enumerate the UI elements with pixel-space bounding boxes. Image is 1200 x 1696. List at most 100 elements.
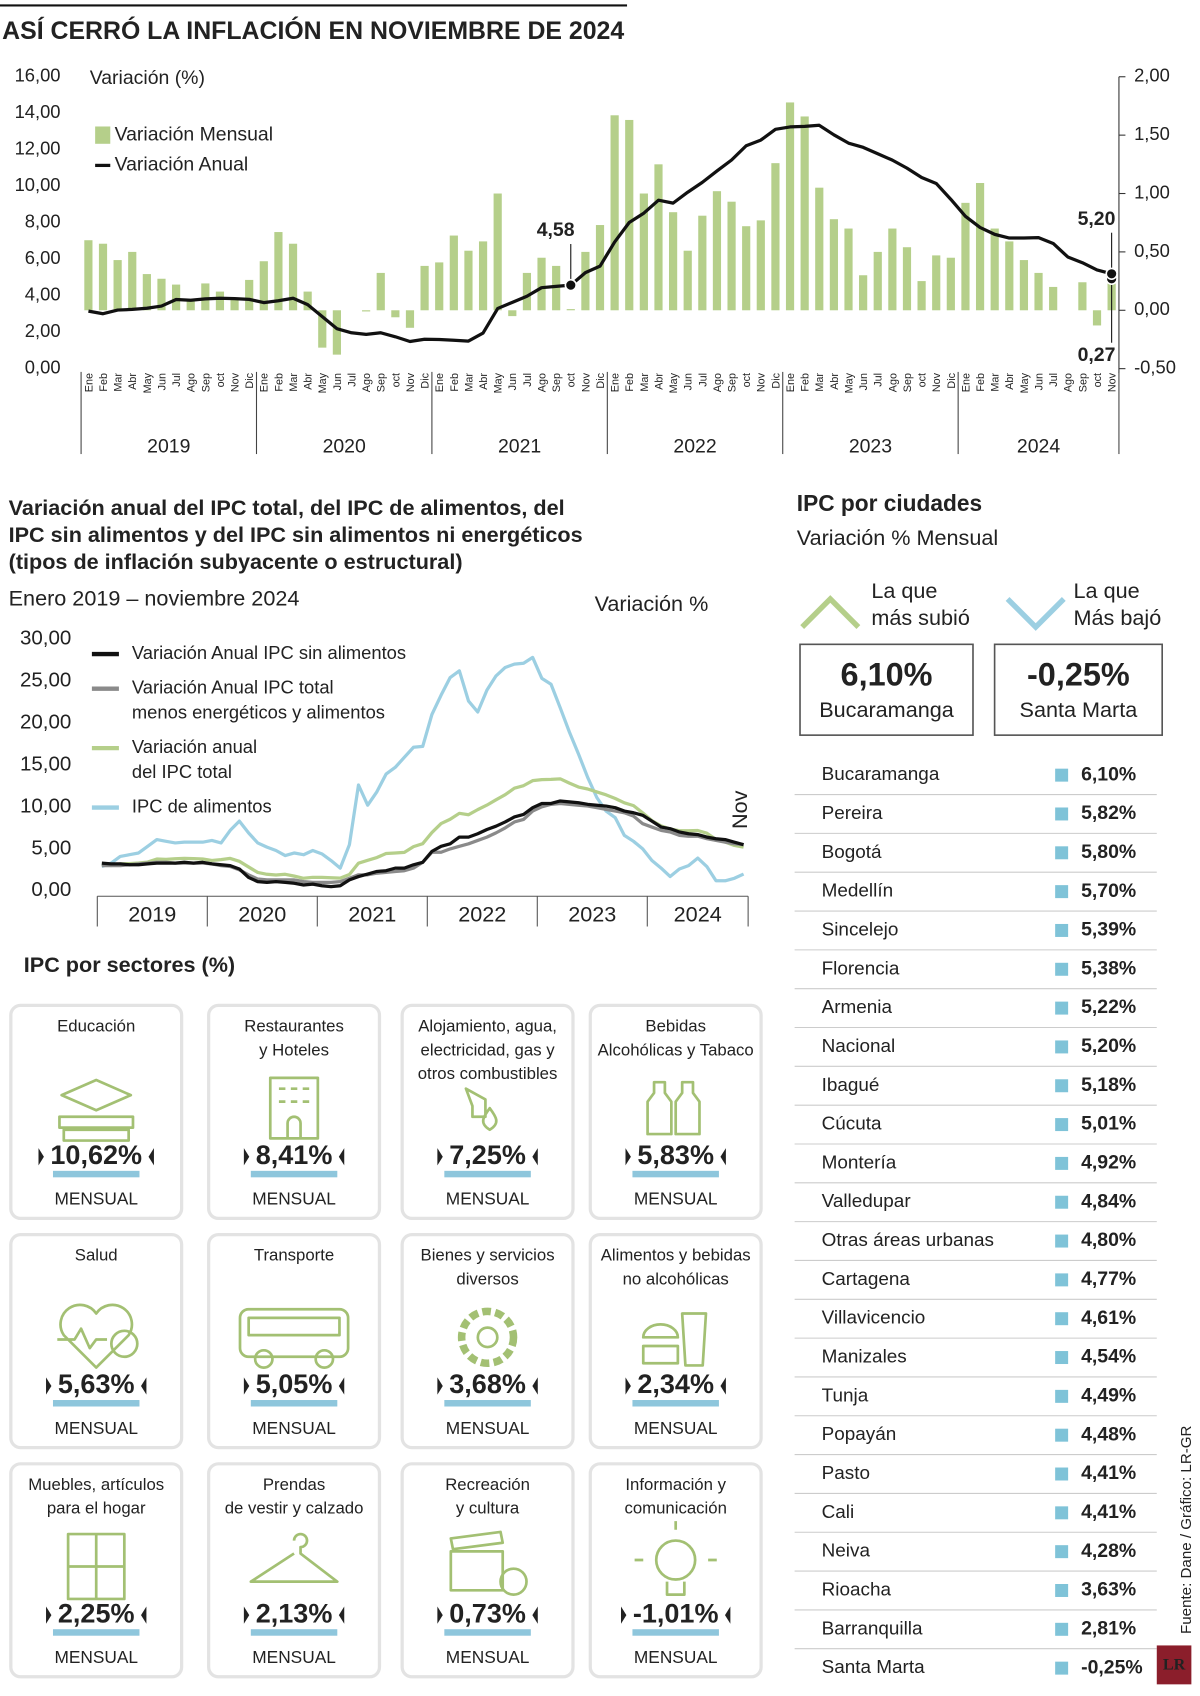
source: Fuente: Dane / Gráfico: LR-GR (1178, 1425, 1195, 1634)
y-tick-label: 12,00 (15, 138, 61, 159)
year-label: 2021 (348, 901, 396, 926)
month-label: Jun (156, 373, 168, 390)
sector-name: para el hogar (47, 1499, 146, 1518)
bar (98, 243, 108, 311)
logo-box (1156, 1645, 1192, 1685)
year-label: 2024 (1017, 436, 1060, 458)
bar (669, 212, 678, 311)
y-tick-label: 2,00 (25, 320, 61, 341)
legend-swatch (95, 126, 111, 144)
bar (712, 191, 722, 311)
month-label: Ene (434, 373, 446, 392)
bar (698, 215, 707, 311)
sector-name: y cultura (456, 1499, 520, 1518)
month-label: Ago (186, 373, 198, 392)
value-marker (338, 1148, 345, 1166)
month-label: Feb (449, 373, 461, 392)
sector-period: MENSUAL (634, 1418, 718, 1438)
bar (873, 251, 882, 311)
sector-name: Muebles, artículos (28, 1475, 164, 1494)
annual-lines-chart: Variación anual del IPC total, del IPC d… (9, 495, 752, 927)
extreme-box (799, 643, 974, 736)
end-label: Nov (727, 790, 752, 829)
sector-value: 0,73% (449, 1598, 526, 1628)
month-label: Ago (1063, 373, 1075, 392)
sector-name: Restaurantes (244, 1016, 344, 1035)
bar (829, 219, 838, 311)
city-name: Medellín (822, 881, 893, 902)
month-label: Ago (536, 373, 548, 392)
month-label: Ene (83, 373, 95, 392)
bar (932, 255, 941, 311)
year-label: 2022 (458, 901, 506, 926)
city-name: Rioacha (822, 1579, 892, 1600)
sector-value: -1,01% (633, 1598, 719, 1628)
bar (683, 250, 692, 311)
bar (1078, 282, 1087, 311)
city-value: 5,39% (1081, 919, 1136, 941)
y-tick-label: 5,00 (31, 836, 71, 859)
bar (654, 164, 663, 311)
month-label: May (1019, 372, 1031, 393)
city-marker (1055, 1661, 1069, 1675)
bar (1034, 272, 1043, 311)
city-name: Valledupar (822, 1191, 911, 1212)
city-marker (1055, 923, 1069, 937)
bar (785, 102, 795, 311)
month-label: Abr (1004, 373, 1016, 390)
logo: LR (1163, 1656, 1186, 1674)
year-label: 2023 (568, 901, 616, 926)
city-marker (1055, 1156, 1069, 1170)
city-value: 4,41% (1081, 1462, 1136, 1484)
city-marker (1055, 1545, 1069, 1559)
year-label: 2019 (128, 901, 176, 926)
bar (449, 235, 458, 311)
sector-name: diversos (456, 1269, 518, 1288)
icon (238, 1307, 350, 1359)
sector-value: 10,62% (50, 1140, 142, 1170)
bar (113, 260, 122, 311)
sector-value: 8,41% (256, 1140, 333, 1170)
month-label: Jul (1048, 373, 1060, 387)
month-label: Feb (624, 373, 636, 392)
month-label: Ago (887, 373, 899, 392)
line-series (88, 123, 1113, 344)
sector-name: y Hoteles (259, 1040, 329, 1059)
city-name: Barranquilla (822, 1618, 923, 1639)
month-label: Dic (946, 372, 958, 388)
month-label: May (493, 372, 505, 393)
value-underline (52, 1629, 140, 1636)
year-label: 2024 (674, 901, 722, 926)
city-marker (1055, 768, 1069, 782)
bar (84, 240, 93, 311)
extreme-value: -0,25% (1027, 656, 1130, 692)
value-underline (52, 1170, 140, 1178)
month-label: Abr (829, 373, 841, 390)
y2-tick-label: 1,00 (1134, 181, 1170, 202)
card (588, 1232, 763, 1450)
bar (128, 251, 137, 311)
month-label: Ene (259, 373, 271, 392)
sector-period: MENSUAL (252, 1189, 336, 1209)
sector-card: Alojamiento, agua, electricidad, gas y otr… (400, 1003, 575, 1221)
month-label: Nov (1107, 372, 1119, 392)
city-marker (1055, 1079, 1069, 1093)
sector-name: Recreación (445, 1475, 530, 1494)
icon (249, 1532, 339, 1584)
bar (961, 202, 970, 311)
bar (142, 274, 151, 311)
bar (756, 220, 765, 311)
legend-label: Variación Anual (115, 154, 249, 176)
sector-card: Prendas de vestir y calzado 2,13% MENSUAL (207, 1462, 382, 1679)
bar (815, 187, 824, 311)
value-marker (338, 1606, 345, 1624)
sector-name: Salud (75, 1246, 118, 1265)
value-marker (243, 1606, 250, 1624)
month-label: Jul (346, 373, 358, 387)
city-marker (1055, 1506, 1069, 1520)
city-value: 3,63% (1081, 1579, 1136, 1601)
y-tick-label: 16,00 (15, 65, 61, 86)
value-marker (38, 1148, 44, 1166)
icon (253, 1348, 274, 1369)
month-label: Sep (376, 373, 388, 392)
